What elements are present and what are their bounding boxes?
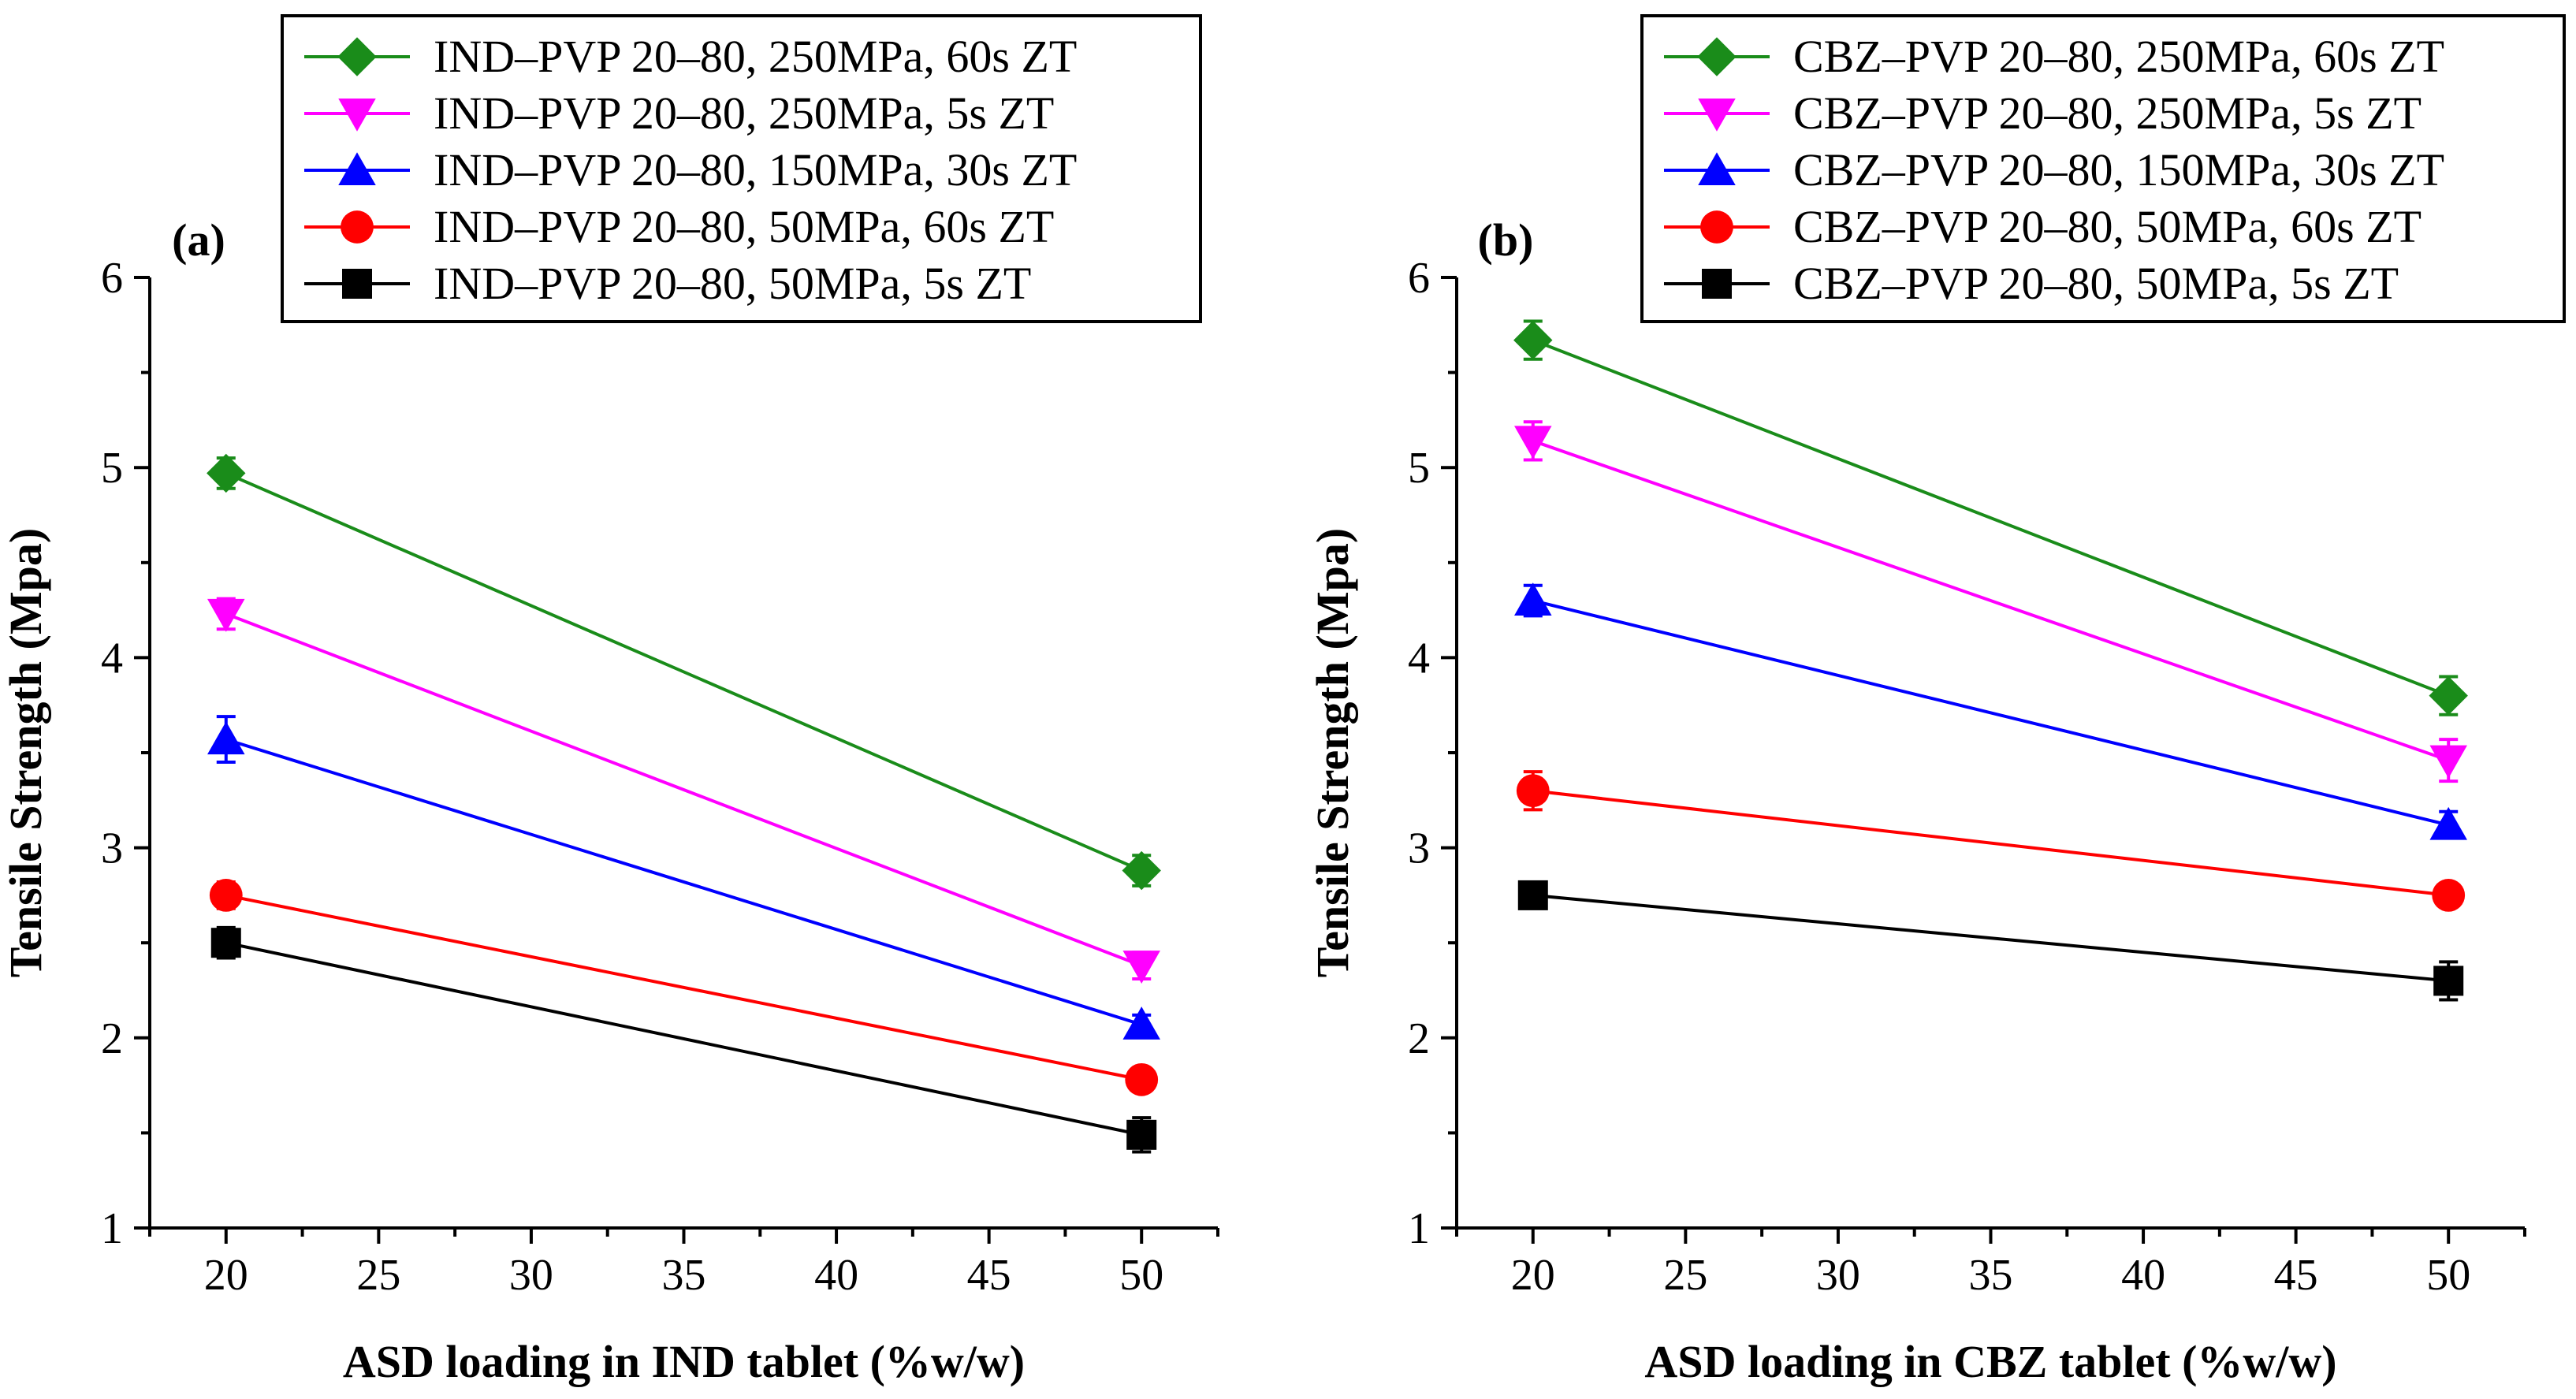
series-0 [207,453,1161,891]
series-2 [1514,582,2467,840]
data-point [207,453,246,493]
x-axis-title: ASD loading in IND tablet (%w/w) [343,1336,1025,1387]
data-point [2429,806,2467,840]
data-point [1514,426,1552,460]
y-tick-label: 2 [101,1014,123,1063]
legend-marker [341,210,374,244]
y-tick-label: 6 [101,254,123,303]
y-tick-label: 1 [101,1204,123,1253]
data-point [2432,879,2466,912]
series-4 [210,925,1157,1154]
y-tick-label: 3 [1408,824,1430,873]
legend-label: CBZ–PVP 20–80, 50MPa, 5s ZT [1793,258,2399,309]
legend-label: IND–PVP 20–80, 50MPa, 5s ZT [434,258,1031,309]
series-3 [209,879,1159,1096]
x-tick-label: 30 [509,1251,553,1300]
x-tick-label: 50 [2426,1251,2470,1300]
legend-marker [337,37,377,76]
series-line [1532,338,2449,698]
legend-box [281,14,1202,323]
series-1 [1514,420,2467,783]
data-point [2429,745,2467,779]
data-point [210,928,241,958]
legend-label: CBZ–PVP 20–80, 150MPa, 30s ZT [1793,144,2444,195]
y-tick-label: 1 [1408,1204,1430,1253]
legend-marker [1698,152,1736,185]
data-point [1126,1119,1157,1150]
series-0 [1513,319,2468,716]
legend-label: IND–PVP 20–80, 250MPa, 60s ZT [434,31,1077,82]
y-tick-label: 4 [101,634,123,683]
data-point [1516,774,1550,808]
y-tick-label: 3 [101,824,123,873]
series-2 [207,715,1160,1040]
legend-label: IND–PVP 20–80, 250MPa, 5s ZT [434,87,1054,139]
series-3 [1516,770,2466,912]
legend-marker [1697,37,1737,76]
legend-box [1640,14,2566,323]
series-line [1532,893,2449,983]
legend-marker [1700,210,1733,244]
x-tick-label: 25 [1663,1251,1707,1300]
x-tick-label: 40 [2121,1251,2165,1300]
y-tick-label: 2 [1408,1014,1430,1063]
data-point [209,879,243,912]
series-line [1532,789,2449,897]
data-point [2433,966,2464,996]
panel-label: (b) [1478,214,1534,266]
data-point [1122,951,1160,984]
data-point [1122,850,1161,891]
x-tick-label: 20 [204,1251,248,1300]
legend-marker [338,99,376,132]
legend-label: IND–PVP 20–80, 50MPa, 60s ZT [434,201,1054,252]
data-point [1513,320,1553,360]
data-point [2429,675,2468,716]
y-tick-label: 5 [1408,444,1430,493]
x-tick-label: 45 [2274,1251,2318,1300]
series-line [225,893,1142,1081]
series-line [225,471,1143,873]
x-tick-label: 50 [1119,1251,1163,1300]
legend-marker [342,269,372,299]
x-tick-label: 40 [814,1251,858,1300]
legend-label: CBZ–PVP 20–80, 50MPa, 60s ZT [1793,201,2422,252]
legend-label: CBZ–PVP 20–80, 250MPa, 60s ZT [1793,31,2444,82]
series-4 [1517,880,2464,1002]
data-point [207,721,245,755]
x-tick-label: 35 [1969,1251,2013,1300]
series-line [1532,439,2449,762]
series-line [225,738,1142,1026]
x-tick-label: 45 [967,1251,1011,1300]
data-point [1517,880,1548,910]
series-1 [207,597,1160,984]
x-tick-label: 25 [356,1251,400,1300]
legend-marker [338,152,376,185]
y-axis-title: Tensile Strength (Mpa) [1307,528,1358,977]
legend-marker [1702,269,1732,299]
data-point [1125,1062,1159,1096]
y-tick-label: 4 [1408,634,1430,683]
panel-label: (a) [172,214,225,266]
legend-marker [1698,99,1736,132]
series-line [225,941,1142,1137]
data-point [1122,1006,1160,1040]
x-axis-title: ASD loading in CBZ tablet (%w/w) [1644,1336,2336,1387]
legend-label: IND–PVP 20–80, 150MPa, 30s ZT [434,144,1077,195]
series-line [225,612,1142,968]
x-tick-label: 30 [1816,1251,1860,1300]
x-tick-label: 35 [662,1251,706,1300]
y-tick-label: 5 [101,444,123,493]
x-tick-label: 20 [1511,1251,1555,1300]
data-point [1514,582,1552,616]
y-axis-title: Tensile Strength (Mpa) [0,528,51,977]
series-line [1532,599,2449,827]
data-point [207,598,245,632]
legend-label: CBZ–PVP 20–80, 250MPa, 5s ZT [1793,87,2422,139]
y-tick-label: 6 [1408,254,1430,303]
